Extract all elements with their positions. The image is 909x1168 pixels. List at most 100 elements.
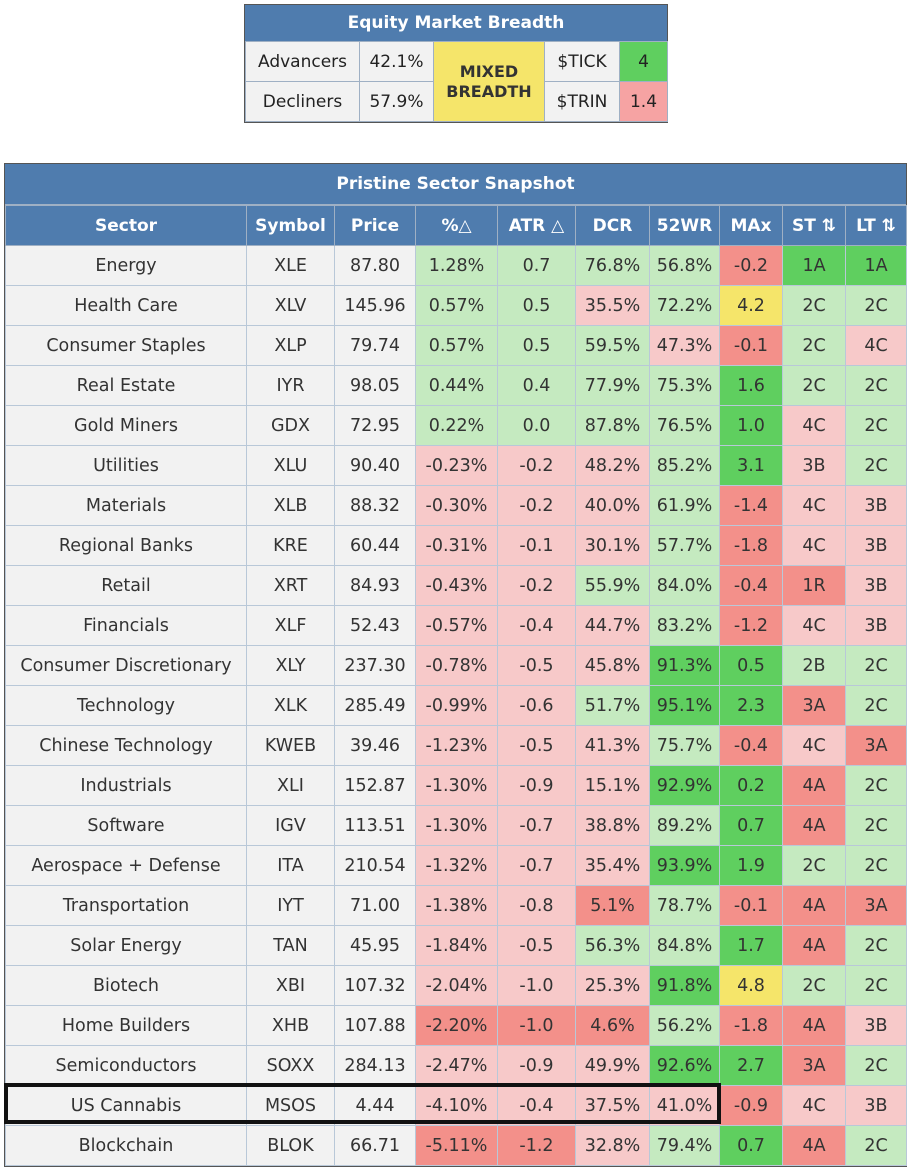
st-rating-cell: 1A bbox=[782, 245, 846, 286]
col-header-price[interactable]: Price bbox=[334, 205, 416, 246]
table-row[interactable]: Chinese Technology KWEB 39.46 -1.23% -0.5 41.… bbox=[5, 725, 907, 766]
max-cell: 4.8 bbox=[719, 965, 783, 1006]
price-cell: 4.44 bbox=[334, 1085, 416, 1126]
sector-name-cell: Blockchain bbox=[5, 1125, 247, 1166]
table-row[interactable]: Real Estate IYR 98.05 0.44% 0.4 77.9% 75.3% 1.6… bbox=[5, 365, 907, 406]
symbol-cell: XBI bbox=[246, 965, 335, 1006]
atr-change-cell: -0.5 bbox=[497, 925, 576, 966]
pct-change-cell: -2.04% bbox=[415, 965, 498, 1006]
table-row[interactable]: Software IGV 113.51 -1.30% -0.7 38.8% 89.2% 0.7… bbox=[5, 805, 907, 846]
table-row[interactable]: Semiconductors SOXX 284.13 -2.47% -0.9 49.9% 9… bbox=[5, 1045, 907, 1086]
col-header-max[interactable]: MAx bbox=[719, 205, 783, 246]
dcr-cell: 41.3% bbox=[575, 725, 650, 766]
table-row[interactable]: Blockchain BLOK 66.71 -5.11% -1.2 32.8% 79.4% 0… bbox=[5, 1125, 907, 1166]
price-cell: 45.95 bbox=[334, 925, 416, 966]
atr-change-cell: -0.7 bbox=[497, 805, 576, 846]
atr-change-cell: -0.2 bbox=[497, 485, 576, 526]
max-cell: 1.0 bbox=[719, 405, 783, 446]
table-row[interactable]: Industrials XLI 152.87 -1.30% -0.9 15.1% 92.9%… bbox=[5, 765, 907, 806]
lt-rating-cell: 2C bbox=[845, 925, 907, 966]
atr-change-cell: 0.5 bbox=[497, 325, 576, 366]
col-header-lt[interactable]: LT ⇅ bbox=[845, 205, 907, 246]
table-row[interactable]: Transportation IYT 71.00 -1.38% -0.8 5.1% 78.7… bbox=[5, 885, 907, 926]
max-cell: -1.8 bbox=[719, 525, 783, 566]
price-cell: 113.51 bbox=[334, 805, 416, 846]
table-row[interactable]: Technology XLK 285.49 -0.99% -0.6 51.7% 95.1% 2… bbox=[5, 685, 907, 726]
col-header-52wr[interactable]: 52WR bbox=[649, 205, 720, 246]
pct-change-cell: -5.11% bbox=[415, 1125, 498, 1166]
table-row[interactable]: Consumer Discretionary XLY 237.30 -0.78% -0.… bbox=[5, 645, 907, 686]
wr52-cell: 56.8% bbox=[649, 245, 720, 286]
pct-change-cell: -0.30% bbox=[415, 485, 498, 526]
col-header-st[interactable]: ST ⇅ bbox=[782, 205, 846, 246]
table-row[interactable]: Financials XLF 52.43 -0.57% -0.4 44.7% 83.2% -1… bbox=[5, 605, 907, 646]
symbol-cell: XLB bbox=[246, 485, 335, 526]
breadth-status-line1: MIXED bbox=[459, 61, 519, 81]
decliners-label: Decliners bbox=[245, 81, 360, 122]
lt-rating-cell: 2C bbox=[845, 685, 907, 726]
max-cell: -0.1 bbox=[719, 325, 783, 366]
symbol-cell: KWEB bbox=[246, 725, 335, 766]
atr-change-cell: -0.9 bbox=[497, 1045, 576, 1086]
col-header-symbol[interactable]: Symbol bbox=[246, 205, 335, 246]
wr52-cell: 84.0% bbox=[649, 565, 720, 606]
wr52-cell: 89.2% bbox=[649, 805, 720, 846]
pct-change-cell: -1.30% bbox=[415, 765, 498, 806]
lt-rating-cell: 2C bbox=[845, 1045, 907, 1086]
table-row[interactable]: Utilities XLU 90.40 -0.23% -0.2 48.2% 85.2% 3.1… bbox=[5, 445, 907, 486]
table-row[interactable]: Solar Energy TAN 45.95 -1.84% -0.5 56.3% 84.8%… bbox=[5, 925, 907, 966]
pct-change-cell: 0.57% bbox=[415, 285, 498, 326]
atr-change-cell: -0.8 bbox=[497, 885, 576, 926]
symbol-cell: XLE bbox=[246, 245, 335, 286]
table-row[interactable]: Retail XRT 84.93 -0.43% -0.2 55.9% 84.0% -0.4 1R… bbox=[5, 565, 907, 606]
st-rating-cell: 4C bbox=[782, 725, 846, 766]
lt-rating-cell: 3B bbox=[845, 1085, 907, 1126]
symbol-cell: MSOS bbox=[246, 1085, 335, 1126]
col-header-dcr[interactable]: DCR bbox=[575, 205, 650, 246]
sector-name-cell: Biotech bbox=[5, 965, 247, 1006]
sector-name-cell: Utilities bbox=[5, 445, 247, 486]
table-row[interactable]: Energy XLE 87.80 1.28% 0.7 76.8% 56.8% -0.2 1A 1A bbox=[5, 245, 907, 286]
symbol-cell: XHB bbox=[246, 1005, 335, 1046]
max-cell: -1.8 bbox=[719, 1005, 783, 1046]
table-row[interactable]: Materials XLB 88.32 -0.30% -0.2 40.0% 61.9% -1.… bbox=[5, 485, 907, 526]
price-cell: 60.44 bbox=[334, 525, 416, 566]
atr-change-cell: -0.4 bbox=[497, 605, 576, 646]
st-rating-cell: 4C bbox=[782, 525, 846, 566]
lt-rating-cell: 2C bbox=[845, 765, 907, 806]
table-row[interactable]: Regional Banks KRE 60.44 -0.31% -0.1 30.1% 57.… bbox=[5, 525, 907, 566]
table-row[interactable]: Health Care XLV 145.96 0.57% 0.5 35.5% 72.2% 4.… bbox=[5, 285, 907, 326]
lt-rating-cell: 2C bbox=[845, 965, 907, 1006]
symbol-cell: XLP bbox=[246, 325, 335, 366]
wr52-cell: 92.6% bbox=[649, 1045, 720, 1086]
wr52-cell: 75.7% bbox=[649, 725, 720, 766]
symbol-cell: SOXX bbox=[246, 1045, 335, 1086]
symbol-cell: XLI bbox=[246, 765, 335, 806]
atr-change-cell: 0.5 bbox=[497, 285, 576, 326]
lt-rating-cell: 3B bbox=[845, 525, 907, 566]
sector-name-cell: Real Estate bbox=[5, 365, 247, 406]
col-header-atr-change[interactable]: ATR △ bbox=[497, 205, 576, 246]
table-row[interactable]: Home Builders XHB 107.88 -2.20% -1.0 4.6% 56.2… bbox=[5, 1005, 907, 1046]
pct-change-cell: -0.43% bbox=[415, 565, 498, 606]
price-cell: 72.95 bbox=[334, 405, 416, 446]
atr-change-cell: -1.0 bbox=[497, 965, 576, 1006]
table-row[interactable]: Aerospace + Defense ITA 210.54 -1.32% -0.7 35… bbox=[5, 845, 907, 886]
table-row[interactable]: US Cannabis MSOS 4.44 -4.10% -0.4 37.5% 41.0% -… bbox=[5, 1085, 907, 1126]
lt-rating-cell: 2C bbox=[845, 445, 907, 486]
col-header-pct-change[interactable]: %△ bbox=[415, 205, 498, 246]
pct-change-cell: 0.57% bbox=[415, 325, 498, 366]
table-row[interactable]: Gold Miners GDX 72.95 0.22% 0.0 87.8% 76.5% 1.0… bbox=[5, 405, 907, 446]
trin-value: 1.4 bbox=[619, 81, 668, 122]
col-header-sector[interactable]: Sector bbox=[5, 205, 247, 246]
tick-value: 4 bbox=[619, 41, 668, 82]
sector-name-cell: Solar Energy bbox=[5, 925, 247, 966]
dcr-cell: 44.7% bbox=[575, 605, 650, 646]
st-rating-cell: 4A bbox=[782, 765, 846, 806]
symbol-cell: IGV bbox=[246, 805, 335, 846]
wr52-cell: 56.2% bbox=[649, 1005, 720, 1046]
table-row[interactable]: Biotech XBI 107.32 -2.04% -1.0 25.3% 91.8% 4.8 2… bbox=[5, 965, 907, 1006]
wr52-cell: 91.8% bbox=[649, 965, 720, 1006]
advancers-value: 42.1% bbox=[359, 41, 434, 82]
table-row[interactable]: Consumer Staples XLP 79.74 0.57% 0.5 59.5% 47.… bbox=[5, 325, 907, 366]
